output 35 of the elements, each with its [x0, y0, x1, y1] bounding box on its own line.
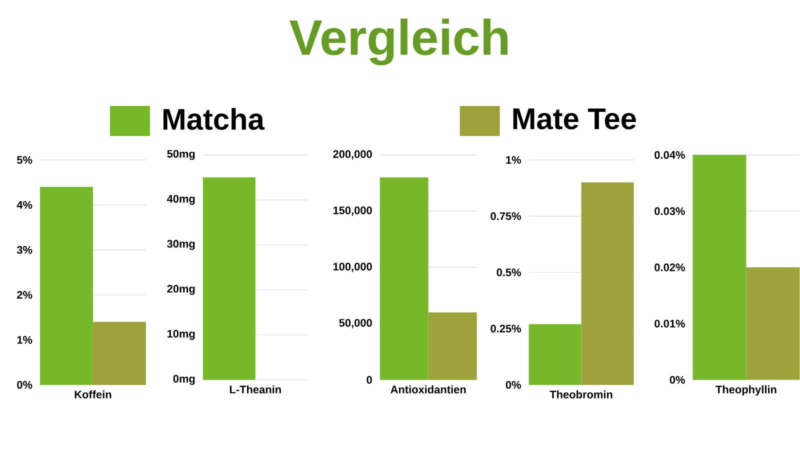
chart-title: Vergleich — [289, 18, 508, 66]
y-tick-label: 20mg — [167, 285, 195, 295]
legend-label: Mate Tee — [513, 108, 636, 130]
y-tick-label: 0.04% — [654, 151, 685, 159]
y-tick-label: 150,000 — [333, 206, 372, 216]
y-tick-label: 40mg — [166, 195, 195, 206]
y-tick-label: 0.01% — [654, 320, 685, 328]
y-tick-label: 10mg — [168, 330, 195, 340]
x-tick-label: Antioxidantien — [390, 385, 466, 394]
y-tick-label: 0% — [17, 381, 32, 389]
y-tick-label: 0mg — [173, 374, 195, 385]
y-tick-label: 0 — [366, 376, 372, 384]
x-tick-label: L-Theanin — [230, 385, 281, 394]
y-tick-label: 0.75% — [490, 212, 522, 220]
x-tick-label: Koffein — [74, 390, 112, 398]
y-tick-label: 1% — [17, 336, 32, 344]
x-tick-label: Theophyllin — [716, 385, 776, 396]
y-tick-label: 30mg — [167, 240, 195, 250]
y-tick-label: 1% — [506, 156, 522, 164]
y-tick-label: 100,000 — [333, 262, 372, 272]
y-tick-label: 5% — [17, 156, 32, 164]
legend-label: Matcha — [163, 108, 265, 130]
x-tick-label: Theobromin — [550, 390, 612, 398]
y-tick-label: 0% — [670, 376, 685, 384]
y-tick-label: 2% — [17, 291, 32, 299]
y-tick-label: 0% — [506, 381, 522, 389]
y-tick-label: 4% — [16, 201, 32, 209]
y-tick-label: 50mg — [167, 150, 195, 160]
y-tick-label: 200,000 — [333, 150, 372, 160]
y-tick-label: 0.25% — [490, 324, 522, 333]
y-tick-label: 50,000 — [339, 319, 372, 328]
y-tick-label: 0.5% — [496, 268, 522, 276]
y-tick-label: 0.02% — [654, 264, 685, 272]
y-tick-label: 3% — [16, 246, 32, 254]
y-tick-label: 0.03% — [654, 207, 685, 216]
